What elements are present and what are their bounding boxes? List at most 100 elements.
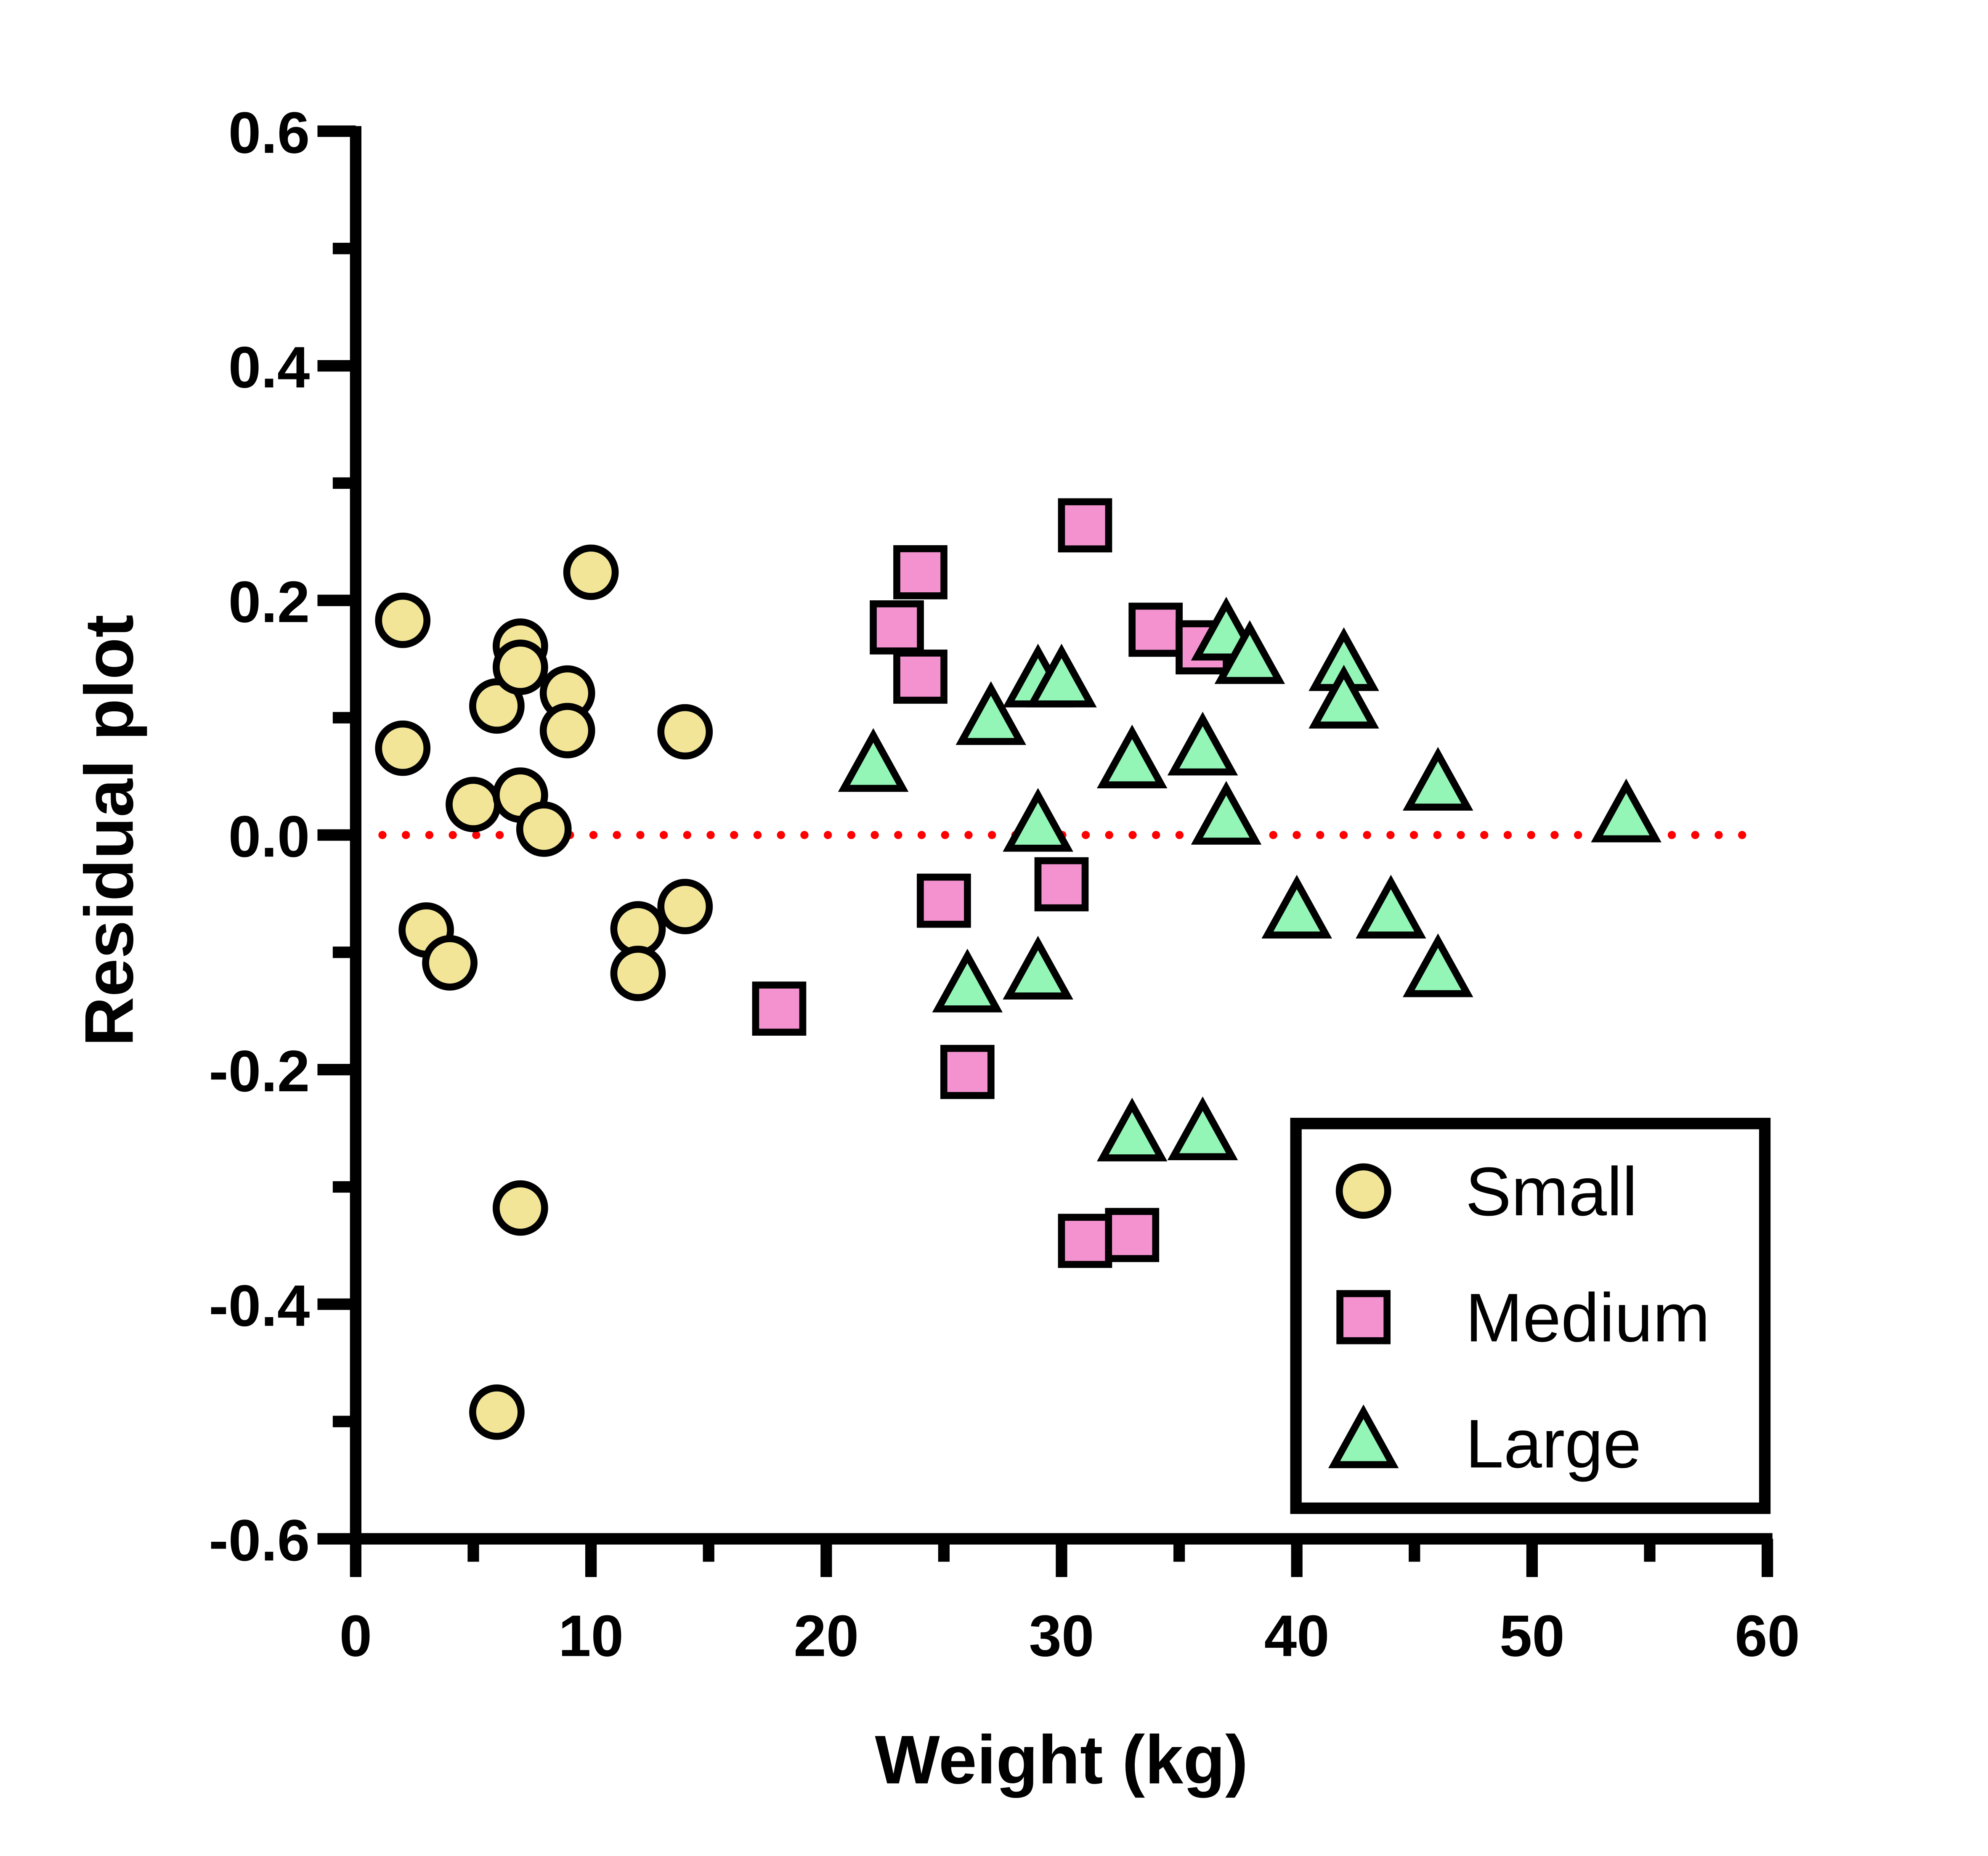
- reference-dot: [1480, 831, 1489, 839]
- large-point: [932, 949, 1003, 1013]
- reference-dot: [613, 831, 621, 839]
- reference-dot: [1386, 831, 1395, 839]
- small-point: [375, 720, 431, 776]
- axes-layer: -0.6 -0.4 -0.2 0.0 0.2 0.4 0.6 0 10 20 30 40 50 60: [209, 100, 1800, 1668]
- large-point: [1214, 620, 1285, 684]
- legend-circle-icon: [1335, 1163, 1391, 1219]
- reference-dot: [1152, 831, 1160, 839]
- reference-dot: [1738, 831, 1746, 839]
- reference-dot: [1667, 831, 1676, 839]
- medium-point: [1058, 498, 1112, 553]
- y-tick-label: -0.2: [209, 1038, 310, 1104]
- reference-dot: [1433, 831, 1441, 839]
- reference-dot: [1715, 831, 1723, 839]
- small-point: [492, 639, 548, 695]
- reference-dot: [777, 831, 785, 839]
- large-point: [838, 728, 909, 792]
- x-tick-label: 20: [794, 1603, 859, 1669]
- small-point: [469, 1384, 525, 1440]
- reference-dot: [425, 831, 434, 839]
- reference-dot: [402, 831, 410, 839]
- small-point: [610, 946, 666, 1001]
- legend-label-small: Small: [1465, 1153, 1638, 1230]
- large-point: [1356, 875, 1426, 939]
- large-point: [1402, 747, 1473, 811]
- series-large: [838, 597, 1662, 1161]
- small-point: [446, 777, 501, 833]
- reference-dot: [659, 831, 668, 839]
- reference-dot: [472, 831, 480, 839]
- x-tick-label: 10: [558, 1603, 624, 1669]
- y-tick-label: -0.4: [209, 1273, 310, 1339]
- reference-dot: [1105, 831, 1113, 839]
- legend: Small Medium Large: [1290, 1118, 1771, 1514]
- large-point: [1591, 778, 1662, 843]
- large-point: [1096, 1098, 1168, 1161]
- large-point: [1026, 644, 1097, 708]
- series-small: [375, 544, 713, 1440]
- large-point: [1096, 724, 1168, 789]
- reference-dot: [1574, 831, 1582, 839]
- medium-point: [752, 981, 807, 1036]
- small-point: [657, 879, 713, 934]
- x-tick-label: 0: [340, 1603, 372, 1669]
- large-point: [1191, 781, 1262, 845]
- reference-dot: [917, 831, 926, 839]
- reference-dot: [1175, 831, 1184, 839]
- small-point: [657, 704, 713, 760]
- large-point: [1261, 875, 1332, 939]
- reference-dot: [1293, 831, 1301, 839]
- large-point: [1003, 788, 1073, 852]
- y-tick-label: 0.2: [228, 569, 310, 635]
- reference-dot: [1550, 831, 1559, 839]
- x-tick-label: 60: [1735, 1603, 1800, 1669]
- data-points-layer: [375, 498, 1662, 1440]
- small-point: [422, 935, 478, 991]
- x-axis-title: Weight (kg): [875, 1721, 1248, 1798]
- series-medium: [752, 498, 1230, 1268]
- reference-dot: [1269, 831, 1277, 839]
- reference-dot: [987, 831, 996, 839]
- legend-square-icon: [1336, 1290, 1391, 1344]
- legend-triangle-icon: [1328, 1404, 1399, 1469]
- medium-point: [1128, 602, 1183, 657]
- small-point: [563, 544, 619, 600]
- reference-dot: [1339, 831, 1348, 839]
- reference-dot: [730, 831, 738, 839]
- medium-point: [1034, 857, 1089, 912]
- medium-point: [893, 650, 948, 704]
- reference-dot: [871, 831, 879, 839]
- reference-dot: [1081, 831, 1090, 839]
- reference-dot: [823, 831, 832, 839]
- large-point: [956, 681, 1026, 745]
- medium-point: [940, 1045, 995, 1099]
- reference-dot: [847, 831, 856, 839]
- reference-dot: [636, 831, 645, 839]
- y-tick-label: 0.4: [228, 334, 310, 400]
- reference-dot: [449, 831, 457, 839]
- large-point: [1167, 711, 1238, 776]
- medium-point: [893, 545, 948, 599]
- reference-dot: [941, 831, 949, 839]
- x-tick-label: 40: [1264, 1603, 1330, 1669]
- legend-label-large: Large: [1465, 1405, 1641, 1482]
- reference-dot: [1691, 831, 1699, 839]
- small-point: [516, 801, 572, 857]
- reference-dot: [1316, 831, 1324, 839]
- medium-point: [870, 600, 924, 655]
- legend-label-medium: Medium: [1465, 1279, 1710, 1356]
- medium-point: [1105, 1208, 1160, 1262]
- large-point: [1167, 1096, 1238, 1160]
- y-axis-title: Residual plot: [70, 615, 147, 1047]
- x-tick-label: 50: [1500, 1603, 1565, 1669]
- reference-dot: [1527, 831, 1535, 839]
- y-tick-label: -0.6: [209, 1507, 310, 1573]
- reference-dot: [894, 831, 902, 839]
- large-point: [1402, 933, 1473, 997]
- x-tick-label: 30: [1029, 1603, 1094, 1669]
- reference-dot: [589, 831, 598, 839]
- reference-dot: [1128, 831, 1137, 839]
- reference-dot: [378, 831, 387, 839]
- large-point: [1309, 665, 1379, 729]
